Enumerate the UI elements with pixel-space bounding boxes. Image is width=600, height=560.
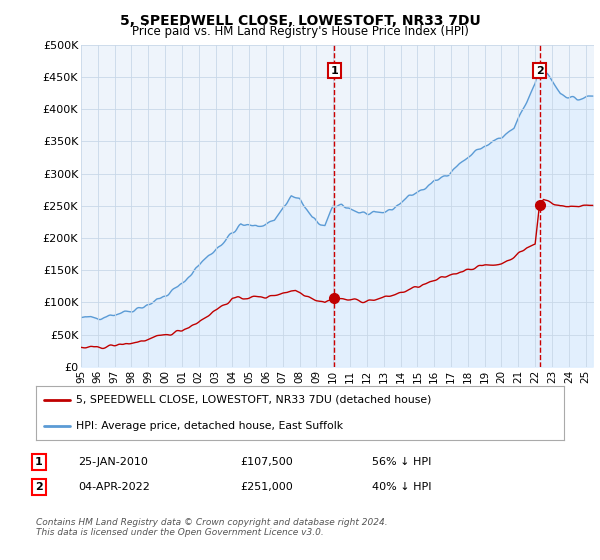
Text: 2: 2 xyxy=(536,66,544,76)
Text: 5, SPEEDWELL CLOSE, LOWESTOFT, NR33 7DU: 5, SPEEDWELL CLOSE, LOWESTOFT, NR33 7DU xyxy=(119,14,481,28)
Text: Contains HM Land Registry data © Crown copyright and database right 2024.
This d: Contains HM Land Registry data © Crown c… xyxy=(36,518,388,538)
Text: 40% ↓ HPI: 40% ↓ HPI xyxy=(372,482,431,492)
Text: HPI: Average price, detached house, East Suffolk: HPI: Average price, detached house, East… xyxy=(76,421,343,431)
Text: 5, SPEEDWELL CLOSE, LOWESTOFT, NR33 7DU (detached house): 5, SPEEDWELL CLOSE, LOWESTOFT, NR33 7DU … xyxy=(76,395,431,405)
Text: £251,000: £251,000 xyxy=(240,482,293,492)
Text: 04-APR-2022: 04-APR-2022 xyxy=(78,482,150,492)
Text: 1: 1 xyxy=(35,457,43,467)
Text: £107,500: £107,500 xyxy=(240,457,293,467)
Text: 1: 1 xyxy=(331,66,338,76)
Text: 2: 2 xyxy=(35,482,43,492)
Text: 25-JAN-2010: 25-JAN-2010 xyxy=(78,457,148,467)
Text: Price paid vs. HM Land Registry's House Price Index (HPI): Price paid vs. HM Land Registry's House … xyxy=(131,25,469,38)
Text: 56% ↓ HPI: 56% ↓ HPI xyxy=(372,457,431,467)
